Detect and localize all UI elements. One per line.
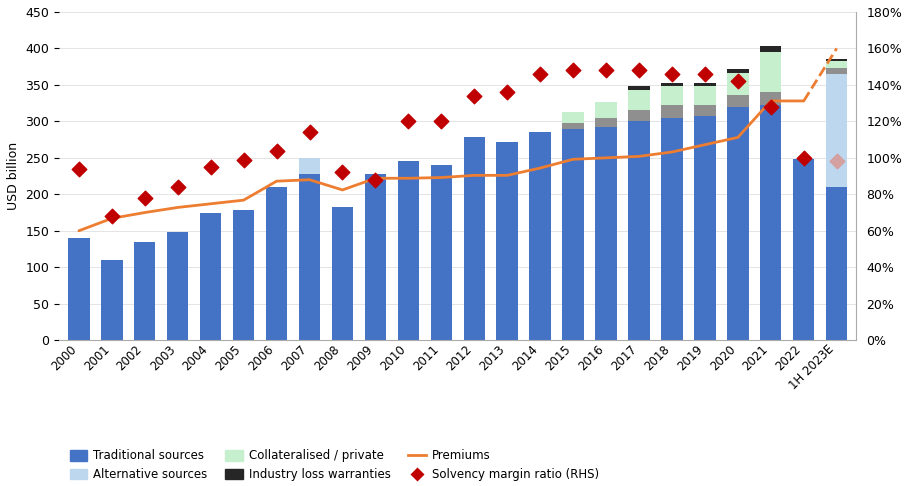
Bar xyxy=(694,83,715,87)
Bar xyxy=(299,174,320,340)
Bar xyxy=(332,208,354,340)
Bar xyxy=(299,158,320,174)
Bar xyxy=(595,103,616,119)
Bar xyxy=(628,110,650,122)
Bar xyxy=(431,165,452,340)
Point xyxy=(467,92,482,100)
Point xyxy=(500,88,514,96)
Bar xyxy=(760,52,782,92)
Point xyxy=(565,67,580,74)
Bar xyxy=(826,74,847,187)
Bar xyxy=(134,242,155,340)
Bar xyxy=(563,112,584,123)
Bar xyxy=(727,73,748,95)
Point xyxy=(171,183,185,191)
Bar xyxy=(595,119,616,127)
Bar xyxy=(760,105,782,340)
Bar xyxy=(661,118,683,340)
Point xyxy=(204,163,218,171)
Point xyxy=(533,70,547,78)
Point xyxy=(434,118,448,125)
Bar xyxy=(563,129,584,340)
Bar xyxy=(694,116,715,340)
Point xyxy=(796,154,811,162)
Bar xyxy=(694,87,715,104)
Point xyxy=(697,70,712,78)
Bar xyxy=(760,46,782,52)
Bar xyxy=(727,69,748,73)
Legend: Traditional sources, Alternative sources, Catastrophe bonds, Collateralised / pr: Traditional sources, Alternative sources… xyxy=(65,445,604,486)
Bar xyxy=(265,187,287,340)
Bar xyxy=(661,83,683,87)
Bar xyxy=(628,90,650,110)
Point xyxy=(401,118,415,125)
Bar xyxy=(595,127,616,340)
Bar xyxy=(826,59,847,61)
Point xyxy=(269,147,284,155)
Y-axis label: USD billion: USD billion xyxy=(7,142,20,210)
Bar xyxy=(727,95,748,107)
Point xyxy=(137,194,152,202)
Point xyxy=(664,70,679,78)
Point xyxy=(731,77,745,85)
Bar xyxy=(101,260,123,340)
Bar xyxy=(826,187,847,340)
Bar xyxy=(760,92,782,105)
Bar xyxy=(68,238,90,340)
Point xyxy=(632,67,646,74)
Point xyxy=(764,103,778,111)
Point xyxy=(599,67,614,74)
Bar xyxy=(233,210,255,340)
Bar xyxy=(167,232,188,340)
Bar xyxy=(793,159,814,340)
Point xyxy=(368,176,383,184)
Bar xyxy=(628,122,650,340)
Point xyxy=(829,157,844,165)
Bar xyxy=(365,174,386,340)
Point xyxy=(236,156,251,164)
Bar xyxy=(496,142,518,340)
Bar xyxy=(826,61,847,68)
Point xyxy=(302,128,316,136)
Bar xyxy=(727,107,748,340)
Point xyxy=(105,212,119,220)
Bar xyxy=(397,161,419,340)
Bar xyxy=(661,87,683,104)
Bar xyxy=(200,212,222,340)
Bar xyxy=(694,104,715,116)
Point xyxy=(335,169,350,176)
Bar xyxy=(826,68,847,74)
Bar xyxy=(464,138,485,340)
Bar xyxy=(661,104,683,118)
Bar xyxy=(563,123,584,129)
Point xyxy=(72,165,86,173)
Bar xyxy=(628,87,650,90)
Bar xyxy=(529,132,551,340)
